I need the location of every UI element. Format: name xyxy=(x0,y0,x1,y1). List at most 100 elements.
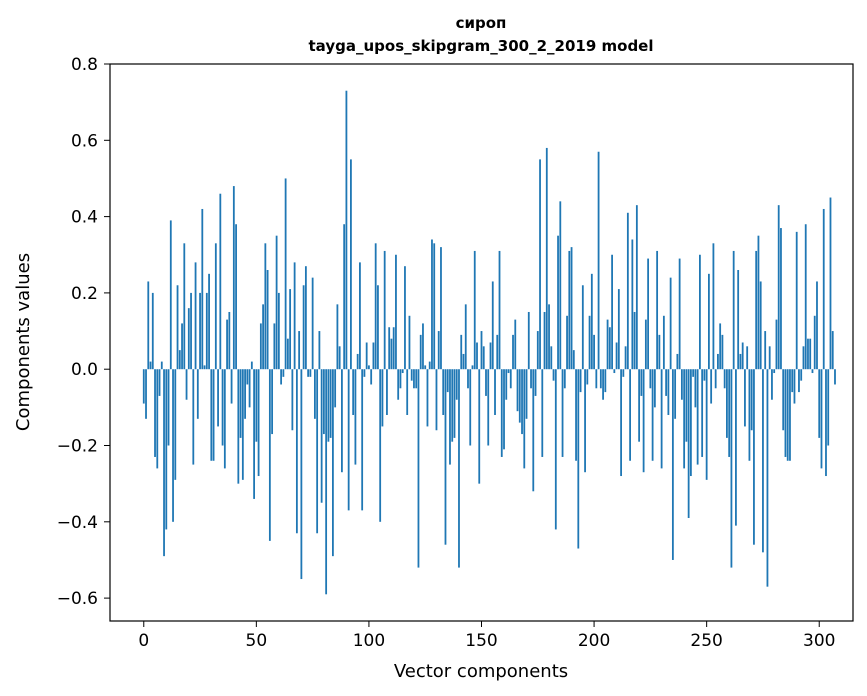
bar xyxy=(629,369,631,461)
bar xyxy=(653,369,656,408)
bar xyxy=(687,369,690,518)
bar xyxy=(201,208,204,370)
bar xyxy=(617,289,620,370)
bar xyxy=(458,369,460,568)
bar xyxy=(464,304,467,370)
bar xyxy=(320,369,323,503)
bar xyxy=(500,369,503,457)
x-tick-label: 50 xyxy=(246,631,268,651)
bar xyxy=(825,369,827,477)
bar xyxy=(221,369,224,446)
bar xyxy=(671,369,674,560)
bar xyxy=(271,369,274,435)
bar xyxy=(563,369,566,389)
bar xyxy=(167,369,170,446)
bar xyxy=(541,369,544,457)
bar xyxy=(829,197,832,370)
bar xyxy=(640,369,643,396)
bar xyxy=(739,353,742,370)
bar xyxy=(350,159,352,370)
bar xyxy=(322,369,325,435)
bar xyxy=(415,369,418,389)
bar xyxy=(244,369,246,419)
bar xyxy=(232,186,235,370)
bar xyxy=(388,327,391,370)
bar xyxy=(518,369,521,423)
bar xyxy=(692,369,695,377)
bar xyxy=(514,319,517,370)
bar xyxy=(651,369,654,461)
bar xyxy=(426,369,429,427)
y-axis: −0.6 −0.4 −0.2 0.0 0.2 0.4 0.6 0.8 xyxy=(57,55,110,609)
bar xyxy=(455,369,458,400)
bar xyxy=(165,369,168,530)
bar xyxy=(536,331,539,370)
bar xyxy=(667,369,670,415)
bar xyxy=(771,369,773,400)
bar xyxy=(586,369,589,385)
bar xyxy=(557,235,559,370)
x-tick-label: 200 xyxy=(578,631,610,651)
bar xyxy=(680,369,683,400)
bar xyxy=(534,369,537,396)
bar xyxy=(768,346,771,370)
bar xyxy=(478,369,481,484)
bar xyxy=(762,369,764,553)
bar xyxy=(145,369,147,419)
bar xyxy=(208,273,210,370)
bar xyxy=(777,205,780,370)
bar xyxy=(453,369,456,438)
bar xyxy=(521,369,523,435)
bar xyxy=(255,369,258,442)
bar xyxy=(631,239,634,370)
bar xyxy=(638,369,641,442)
bar xyxy=(579,369,582,393)
y-tick-label: −0.2 xyxy=(57,437,98,457)
bar xyxy=(327,369,330,442)
x-tick-label: 100 xyxy=(353,631,385,651)
bar xyxy=(705,369,708,480)
bar xyxy=(368,365,370,370)
bar xyxy=(728,369,731,457)
bar xyxy=(309,369,312,377)
bar xyxy=(764,331,767,370)
bar xyxy=(386,369,388,415)
bar xyxy=(732,250,735,370)
bar xyxy=(223,369,226,469)
bar xyxy=(462,353,465,370)
bar xyxy=(347,369,350,511)
bar xyxy=(399,369,402,389)
bar xyxy=(212,369,215,461)
bar xyxy=(782,369,785,431)
bar xyxy=(757,235,760,370)
bar xyxy=(658,334,661,370)
bar xyxy=(635,205,638,370)
bar xyxy=(676,353,679,370)
bar xyxy=(374,243,377,370)
bar xyxy=(341,369,343,473)
bar xyxy=(822,208,825,370)
bar xyxy=(568,250,571,370)
bar xyxy=(241,369,244,480)
bar xyxy=(543,311,546,370)
bar xyxy=(710,369,713,404)
bar xyxy=(545,147,548,370)
bar xyxy=(313,369,316,419)
x-axis-label: Vector components xyxy=(394,661,568,682)
bar xyxy=(325,369,328,595)
bar xyxy=(644,319,647,370)
bar xyxy=(442,369,445,415)
bar xyxy=(581,285,584,370)
bar xyxy=(365,342,368,370)
bar xyxy=(473,250,476,370)
bar xyxy=(789,369,791,461)
bar xyxy=(187,308,190,370)
bar xyxy=(572,350,575,370)
bar xyxy=(570,247,573,370)
bar xyxy=(289,289,292,370)
bar xyxy=(780,228,782,370)
bar xyxy=(804,224,807,370)
bar xyxy=(561,369,564,457)
y-tick-label: 0.0 xyxy=(71,360,98,380)
